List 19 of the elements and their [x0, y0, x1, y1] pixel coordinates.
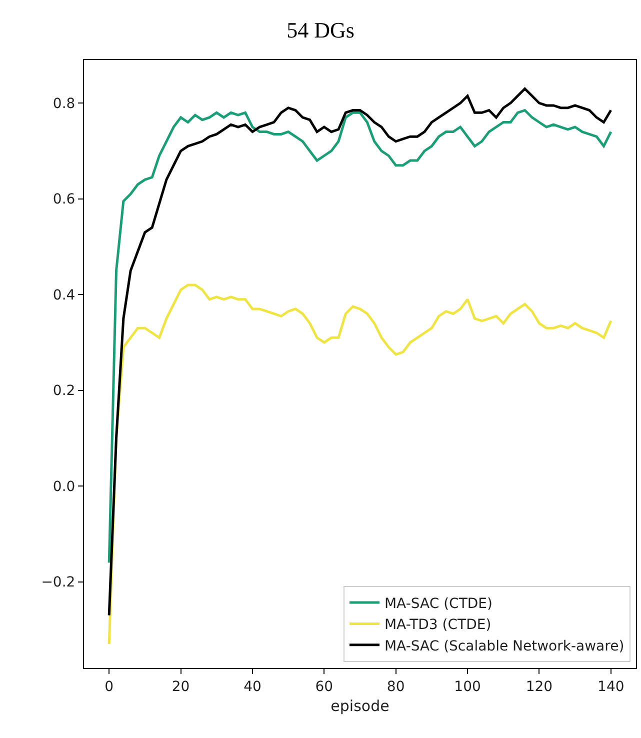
chart-title: 54 DGs [286, 18, 354, 43]
x-tick-label: 40 [244, 678, 262, 695]
legend-label: MA-SAC (CTDE) [384, 596, 492, 612]
y-tick-label: 0.4 [52, 287, 76, 304]
x-tick-label: 120 [526, 678, 553, 695]
x-axis-title: episode [330, 696, 390, 715]
y-tick-label: 0.8 [52, 96, 76, 112]
x-tick-label: 60 [315, 678, 334, 695]
y-tick-label: −0.2 [41, 574, 76, 591]
y-tick-label: 0.6 [52, 192, 76, 208]
x-tick-label: 100 [454, 678, 481, 695]
x-tick-label: 80 [386, 678, 405, 695]
y-tick-label: 0.0 [52, 478, 76, 495]
x-tick-label: 140 [598, 678, 624, 695]
legend-label: MA-TD3 (CTDE) [384, 617, 492, 634]
x-tick-label: 0 [104, 678, 114, 695]
legend-label: MA-SAC (Scalable Network-aware) [384, 638, 624, 654]
y-tick-label: 0.2 [52, 383, 76, 400]
x-tick-label: 20 [172, 678, 190, 695]
